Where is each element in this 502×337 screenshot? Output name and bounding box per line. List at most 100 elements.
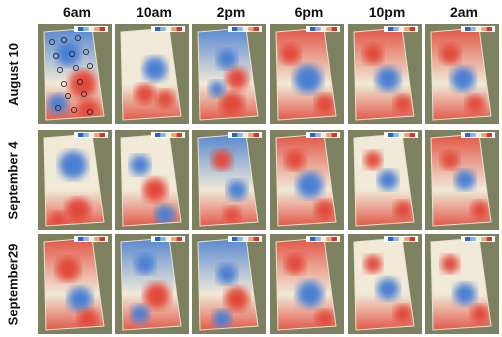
warm-spot xyxy=(315,94,335,114)
warm-spot xyxy=(143,178,167,202)
colorbar xyxy=(151,26,185,32)
warm-spot xyxy=(440,44,460,64)
field-map-september29-10pm xyxy=(348,234,422,334)
warm-spot xyxy=(69,70,97,98)
warm-spot xyxy=(363,44,383,64)
field-map-svg xyxy=(115,234,189,334)
warm-spot xyxy=(144,283,170,309)
cool-spot xyxy=(59,151,87,179)
cool-spot xyxy=(217,264,237,284)
col-header-2pm: 2pm xyxy=(216,4,246,20)
field-map-svg xyxy=(192,234,266,334)
colorbar xyxy=(461,132,495,138)
colorbar xyxy=(74,26,108,32)
cool-spot xyxy=(377,278,399,300)
sample-point xyxy=(75,34,82,41)
warm-spot xyxy=(394,201,412,219)
cool-spot xyxy=(294,65,322,93)
row-header-august-10: August 10 xyxy=(5,42,21,106)
col-header-10pm: 10pm xyxy=(368,4,406,20)
field-map-august-10-10pm xyxy=(348,24,422,124)
cool-spot xyxy=(454,283,476,305)
sample-point xyxy=(87,109,94,116)
warm-spot xyxy=(441,151,459,169)
col-header-10am: 10am xyxy=(136,4,172,20)
field-map-august-10-10am xyxy=(115,24,189,124)
warm-spot xyxy=(56,257,80,281)
colorbar xyxy=(151,132,185,138)
heat-field xyxy=(431,28,491,120)
cool-spot xyxy=(451,67,475,91)
warm-spot xyxy=(394,305,412,323)
colorbar xyxy=(461,236,495,242)
field-map-september-4-10pm xyxy=(348,130,422,230)
warm-spot xyxy=(224,207,240,223)
colorbar xyxy=(306,26,340,32)
warm-spot xyxy=(394,95,412,113)
field-map-september29-2am xyxy=(425,234,499,334)
warm-spot xyxy=(285,150,305,170)
col-header-6am: 6am xyxy=(62,4,92,20)
warm-spot xyxy=(441,255,459,273)
cool-spot xyxy=(48,94,68,114)
sample-point xyxy=(71,107,78,114)
field-map-september-4-2am xyxy=(425,130,499,230)
field-map-svg xyxy=(38,130,112,230)
field-map-august-10-2am xyxy=(425,24,499,124)
field-map-svg xyxy=(38,234,112,334)
sample-point xyxy=(52,52,59,59)
field-map-september29-2pm xyxy=(192,234,266,334)
field-map-september-4-6am xyxy=(38,130,112,230)
cool-spot xyxy=(135,254,155,274)
cool-spot xyxy=(155,205,175,225)
warm-spot xyxy=(364,255,382,273)
warm-spot xyxy=(78,99,98,119)
cool-spot xyxy=(217,49,237,69)
cool-spot xyxy=(455,170,475,190)
colorbar xyxy=(384,132,418,138)
field-map-august-10-6pm xyxy=(270,24,344,124)
field-map-svg xyxy=(270,130,344,230)
warm-spot xyxy=(280,44,300,64)
sample-point xyxy=(54,105,61,112)
field-map-svg xyxy=(115,130,189,230)
field-map-september-4-6pm xyxy=(270,130,344,230)
colorbar xyxy=(151,236,185,242)
colorbar xyxy=(228,26,262,32)
field-map-september-4-2pm xyxy=(192,130,266,230)
warm-spot xyxy=(66,198,90,222)
cool-spot xyxy=(213,310,231,328)
field-map-svg xyxy=(348,234,422,334)
field-map-svg xyxy=(270,234,344,334)
field-map-svg xyxy=(425,24,499,124)
warm-spot xyxy=(471,201,489,219)
sample-point xyxy=(48,38,55,45)
warm-spot xyxy=(285,254,305,274)
cool-spot xyxy=(209,81,225,97)
colorbar xyxy=(306,132,340,138)
sample-point xyxy=(56,67,63,74)
col-header-2am: 2am xyxy=(449,4,479,20)
field-map-september29-6pm xyxy=(270,234,344,334)
field-map-svg xyxy=(425,130,499,230)
sample-point xyxy=(60,81,67,88)
field-map-svg xyxy=(348,130,422,230)
sample-point xyxy=(64,93,71,100)
colorbar xyxy=(306,236,340,242)
field-map-svg xyxy=(192,24,266,124)
warm-spot xyxy=(135,84,155,104)
cool-spot xyxy=(143,57,167,81)
sample-point xyxy=(68,50,75,57)
warm-spot xyxy=(212,150,232,170)
heat-field xyxy=(121,134,181,226)
field-map-august-10-2pm xyxy=(192,24,266,124)
col-header-6pm: 6pm xyxy=(294,4,324,20)
warm-spot xyxy=(50,212,66,226)
cool-spot xyxy=(376,67,400,91)
warm-spot xyxy=(316,310,334,328)
field-map-svg xyxy=(348,24,422,124)
warm-spot xyxy=(226,68,248,90)
cool-spot xyxy=(297,281,323,307)
cool-spot xyxy=(131,305,149,323)
cool-spot xyxy=(56,42,80,66)
